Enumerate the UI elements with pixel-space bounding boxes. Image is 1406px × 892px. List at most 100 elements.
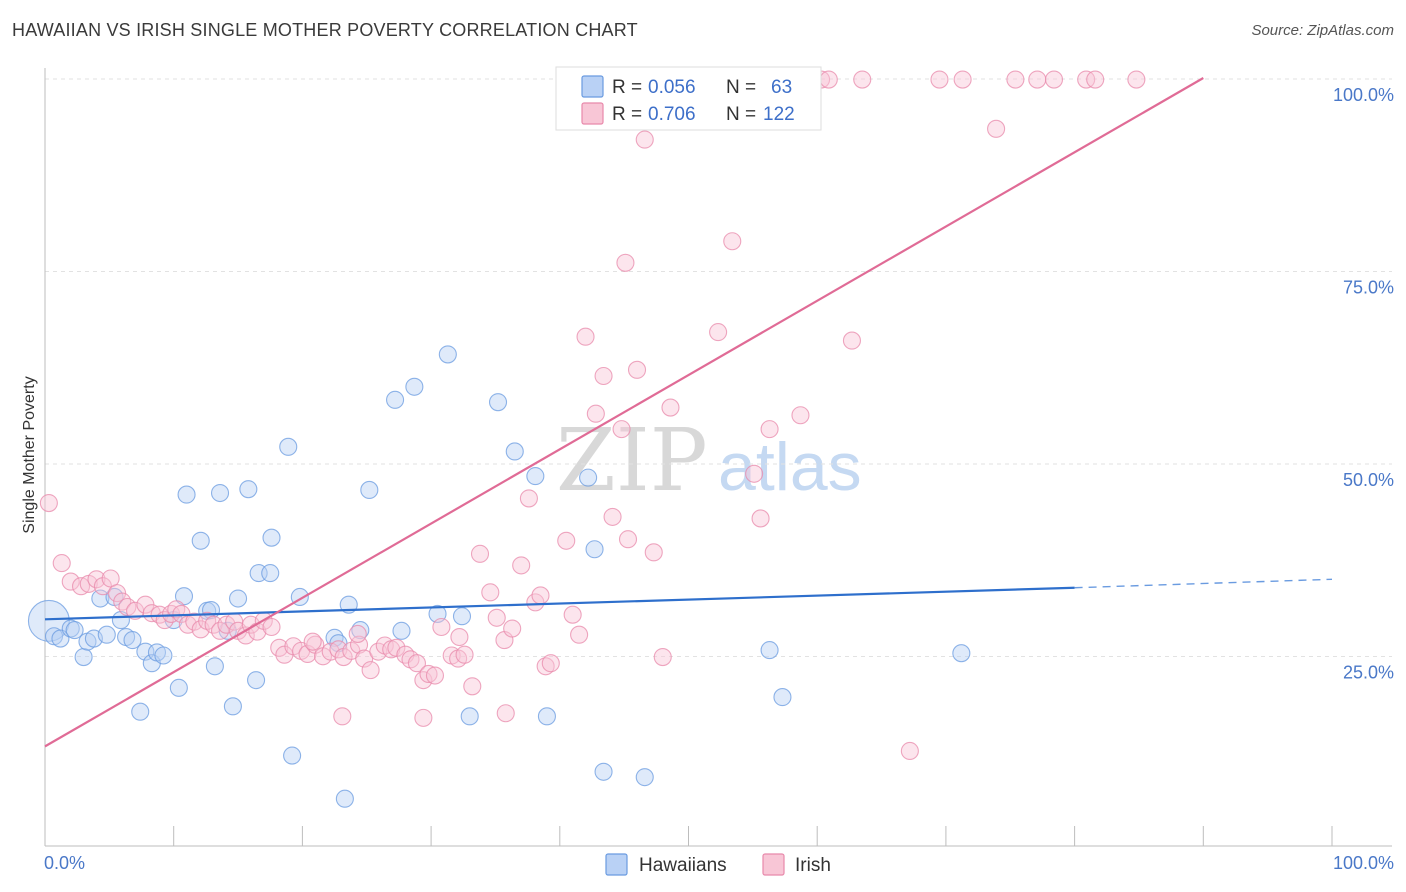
point-irish (900, 741, 919, 761)
point-irish (557, 531, 576, 550)
point-hawaiians (579, 468, 598, 487)
legend-label-hawaiians: Hawaiians (639, 855, 727, 876)
point-hawaiians (154, 646, 173, 665)
point-irish (791, 406, 810, 425)
y-axis-title: Single Mother Poverty (21, 376, 38, 533)
point-hawaiians (123, 631, 142, 650)
series-legend: Hawaiians Irish (605, 853, 831, 876)
stats-legend-r-value-0: 0.056 (648, 77, 696, 98)
point-irish (536, 657, 555, 676)
trend-line-hawaiians-extension (1074, 578, 1333, 589)
point-irish (751, 509, 770, 528)
point-hawaiians (438, 345, 457, 364)
point-irish (333, 707, 352, 726)
point-irish (512, 556, 531, 575)
series-irish-points (39, 70, 1146, 761)
stats-legend-r-label-0: R = (612, 77, 642, 98)
stats-legend-r-value-1: 0.706 (648, 104, 696, 125)
point-hawaiians (247, 671, 266, 690)
point-hawaiians (210, 483, 230, 503)
y-tick-label: 25.0% (1343, 663, 1394, 683)
point-irish (644, 543, 663, 562)
point-irish (455, 645, 474, 664)
point-irish (594, 366, 613, 386)
point-irish (470, 544, 490, 563)
point-hawaiians (74, 647, 93, 667)
tick-labels: 25.0% 50.0% 75.0% 100.0% 0.0% 100.0% (44, 85, 1394, 873)
axes (44, 68, 1392, 847)
point-hawaiians (335, 789, 354, 808)
point-irish (496, 704, 515, 723)
stats-legend: R = 0.056 N = 63 R = 0.706 N = 122 (555, 66, 822, 131)
point-hawaiians (594, 762, 613, 781)
point-irish (1028, 70, 1047, 89)
point-hawaiians (229, 589, 248, 608)
point-irish (635, 130, 654, 149)
point-hawaiians (585, 540, 604, 559)
stats-legend-n-value-1: 122 (763, 104, 795, 125)
point-irish (709, 323, 728, 342)
point-irish (361, 661, 380, 680)
point-irish (432, 617, 451, 637)
point-hawaiians (262, 528, 281, 547)
stats-legend-r-label-1: R = (612, 104, 642, 125)
point-irish (419, 664, 438, 684)
point-hawaiians (635, 768, 654, 787)
point-irish (108, 584, 127, 603)
point-irish (303, 632, 322, 651)
point-irish (531, 586, 550, 605)
y-tick-label: 100.0% (1333, 85, 1394, 105)
point-hawaiians (131, 702, 150, 721)
point-irish (519, 489, 538, 508)
point-irish (487, 608, 506, 627)
point-hawaiians (177, 485, 196, 504)
watermark: ZIP atlas (556, 411, 862, 511)
point-hawaiians (191, 531, 210, 550)
point-hawaiians (452, 607, 472, 626)
point-irish (1044, 70, 1064, 89)
point-irish (987, 119, 1006, 138)
x-tick-label: 100.0% (1333, 853, 1394, 873)
point-irish (87, 570, 106, 589)
trend-lines (44, 77, 1333, 748)
point-irish (653, 647, 672, 667)
point-irish (407, 654, 426, 673)
point-irish (463, 677, 482, 696)
point-hawaiians (952, 644, 971, 663)
point-irish (39, 493, 58, 513)
point-irish (1006, 70, 1025, 89)
stats-legend-n-label-1: N = (726, 104, 756, 125)
point-hawaiians (169, 678, 188, 697)
grid (45, 78, 1392, 657)
series-hawaiians-points (27, 345, 971, 808)
point-irish (745, 464, 764, 483)
point-irish (603, 507, 622, 526)
point-irish (113, 592, 132, 611)
point-hawaiians (360, 480, 379, 500)
point-irish (723, 232, 742, 251)
point-hawaiians (65, 621, 84, 640)
point-irish (570, 625, 589, 644)
legend-swatch-hawaiians (605, 853, 628, 876)
point-hawaiians (405, 377, 424, 396)
point-hawaiians (760, 641, 779, 660)
point-irish (450, 627, 469, 647)
point-hawaiians (223, 697, 242, 716)
point-irish (425, 666, 445, 685)
point-hawaiians (460, 707, 479, 726)
y-tick-label: 50.0% (1343, 470, 1394, 490)
point-irish (618, 530, 638, 549)
point-hawaiians (526, 467, 545, 486)
point-irish (842, 331, 861, 350)
point-hawaiians (261, 564, 280, 583)
stats-legend-swatch-hawaiians (581, 75, 604, 98)
point-irish (1127, 70, 1146, 89)
point-hawaiians (97, 625, 116, 644)
point-hawaiians (283, 746, 302, 765)
stats-legend-n-label-0: N = (726, 77, 756, 98)
x-tick-label: 0.0% (44, 853, 85, 873)
point-irish (348, 624, 367, 643)
point-irish (819, 70, 838, 89)
point-irish (616, 253, 635, 272)
point-irish (52, 554, 71, 573)
